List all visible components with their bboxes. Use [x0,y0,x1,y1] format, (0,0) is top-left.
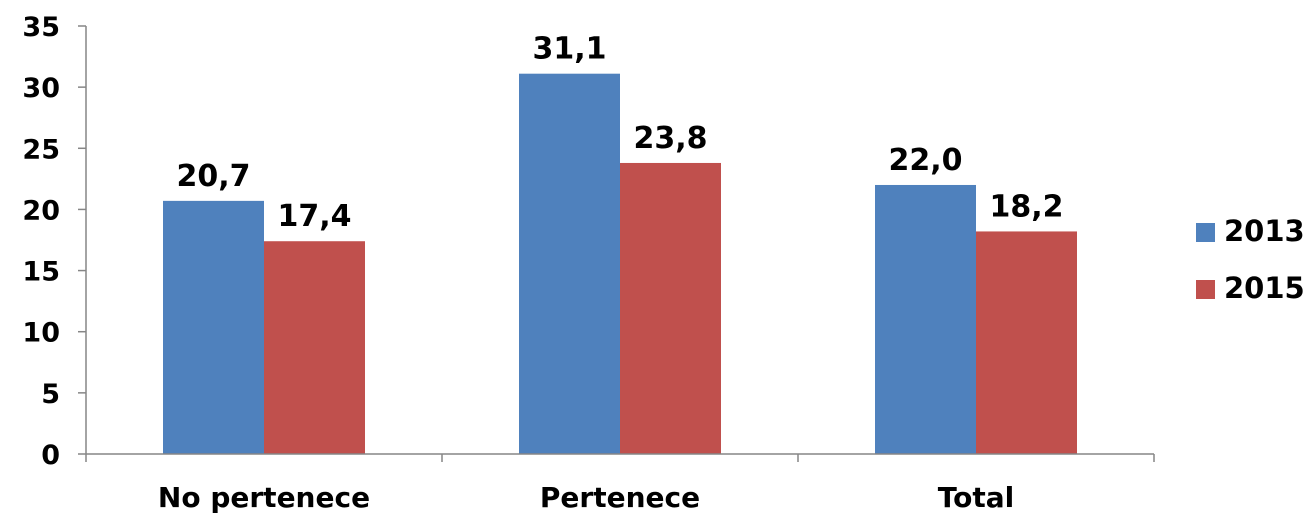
y-tick-label: 10 [22,318,60,349]
data-label-2013-0: 20,7 [176,159,250,194]
data-label-2015-2: 18,2 [989,189,1063,224]
y-tick-label: 15 [22,257,60,288]
y-tick-label: 0 [41,440,60,471]
y-tick-label: 25 [22,134,60,165]
data-label-2015-1: 23,8 [633,121,707,156]
legend-swatch-2015 [1196,280,1215,299]
legend-label-2013: 2013 [1224,214,1305,248]
category-label: Total [938,481,1015,513]
y-axis-ticks: 0 5 10 15 20 25 30 35 [22,12,86,471]
data-label-2015-0: 17,4 [277,199,351,234]
x-axis-labels: No pertenece Pertenece Total [158,481,1014,513]
bars [163,73,1077,454]
bar-2013-1 [519,73,620,454]
y-tick-label: 20 [22,195,60,226]
axes [85,26,1155,462]
bar-2013-2 [875,184,976,454]
bar-2015-1 [620,162,721,454]
category-label: Pertenece [540,481,700,513]
data-labels: 20,7 17,4 31,1 23,8 22,0 18,2 [176,32,1063,235]
bar-2015-0 [264,241,365,454]
data-label-2013-1: 31,1 [532,32,606,67]
bar-2015-2 [976,231,1077,454]
legend-swatch-2013 [1196,223,1215,242]
bar-2013-0 [163,200,264,454]
legend-label-2015: 2015 [1224,271,1305,305]
y-tick-label: 35 [22,12,60,43]
y-tick-label: 5 [41,379,60,410]
category-label: No pertenece [158,481,370,513]
data-label-2013-2: 22,0 [888,143,962,178]
y-tick-label: 30 [22,73,60,104]
legend: 2013 2015 [1196,214,1305,305]
